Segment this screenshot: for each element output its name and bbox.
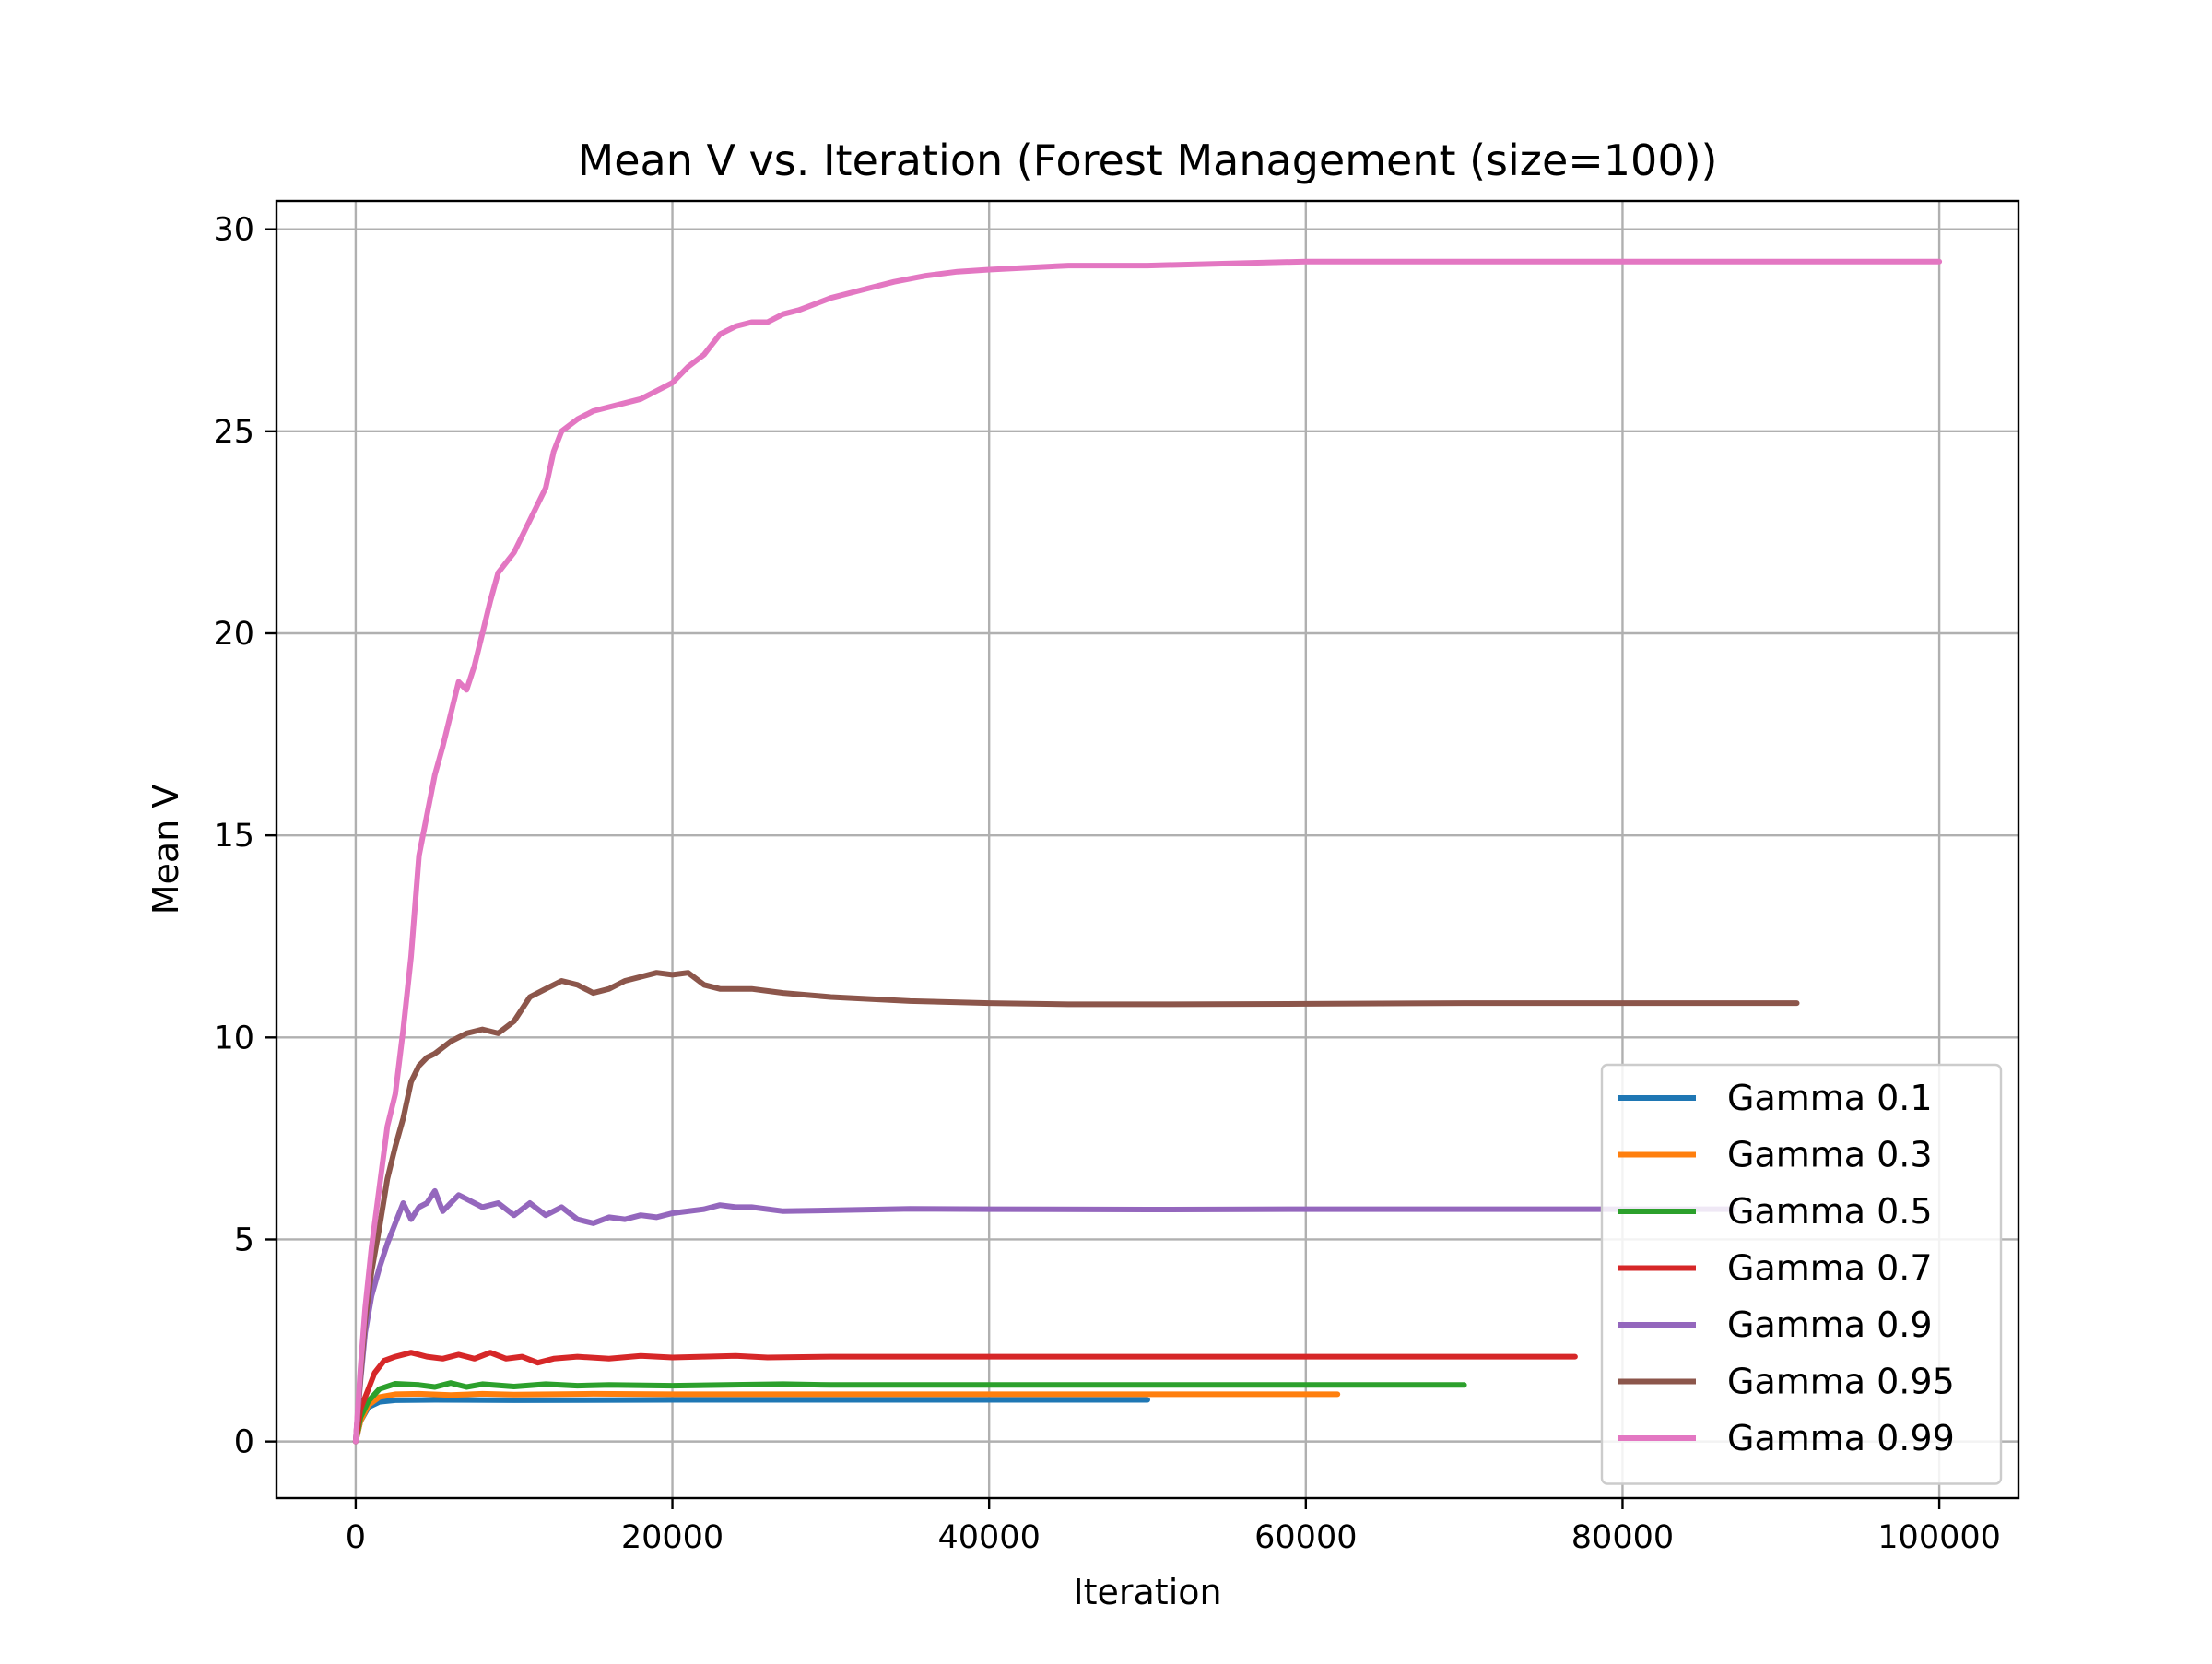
grid (276, 201, 2018, 1498)
y-tick-label: 5 (234, 1221, 254, 1258)
x-axis-label: Iteration (1073, 1572, 1221, 1612)
series-line (352, 970, 1800, 1445)
series-line (352, 1397, 1150, 1445)
series-line (352, 258, 1943, 1445)
chart-title: Mean V vs. Iteration (Forest Management … (578, 136, 1718, 185)
legend-box (1600, 1063, 2003, 1485)
legend: Gamma 0.1 Gamma 0.3 Gamma 0.5 Gamma 0.7 Gamm… (1600, 1063, 2003, 1485)
legend-entry-label: Gamma 0.3 (1727, 1135, 1933, 1175)
y-tick-label: 15 (213, 818, 254, 855)
x-tick-label: 20000 (621, 1519, 724, 1556)
y-tick-label: 30 (213, 212, 254, 249)
legend-entry-label: Gamma 0.95 (1727, 1362, 1955, 1402)
series-line (352, 1187, 1736, 1445)
y-tick-label: 25 (213, 414, 254, 451)
series-group (352, 258, 1943, 1445)
legend-entry-label: Gamma 0.7 (1727, 1248, 1933, 1289)
series-line (352, 1390, 1341, 1445)
x-tick-label: 40000 (938, 1519, 1041, 1556)
axis-ticks: 0 20000 40000 60000 80000 100000 0 5 10 15 20 25 30 (213, 212, 2000, 1556)
x-tick-label: 0 (346, 1519, 366, 1556)
x-tick-label: 80000 (1571, 1519, 1674, 1556)
x-tick-label: 60000 (1254, 1519, 1357, 1556)
legend-entry-label: Gamma 0.9 (1727, 1304, 1933, 1345)
legend-entry-label: Gamma 0.1 (1727, 1078, 1933, 1118)
y-tick-label: 20 (213, 616, 254, 653)
series-line (352, 1380, 1467, 1445)
plot-area-frame (275, 199, 2020, 1500)
legend-entry-label: Gamma 0.99 (1727, 1418, 1955, 1458)
legend-entry-label: Gamma 0.5 (1727, 1191, 1933, 1232)
y-axis-label: Mean V (146, 785, 186, 915)
y-tick-label: 0 (234, 1424, 254, 1461)
series-line (352, 1350, 1578, 1445)
x-tick-label: 100000 (1877, 1519, 2001, 1556)
y-tick-label: 10 (213, 1020, 254, 1056)
